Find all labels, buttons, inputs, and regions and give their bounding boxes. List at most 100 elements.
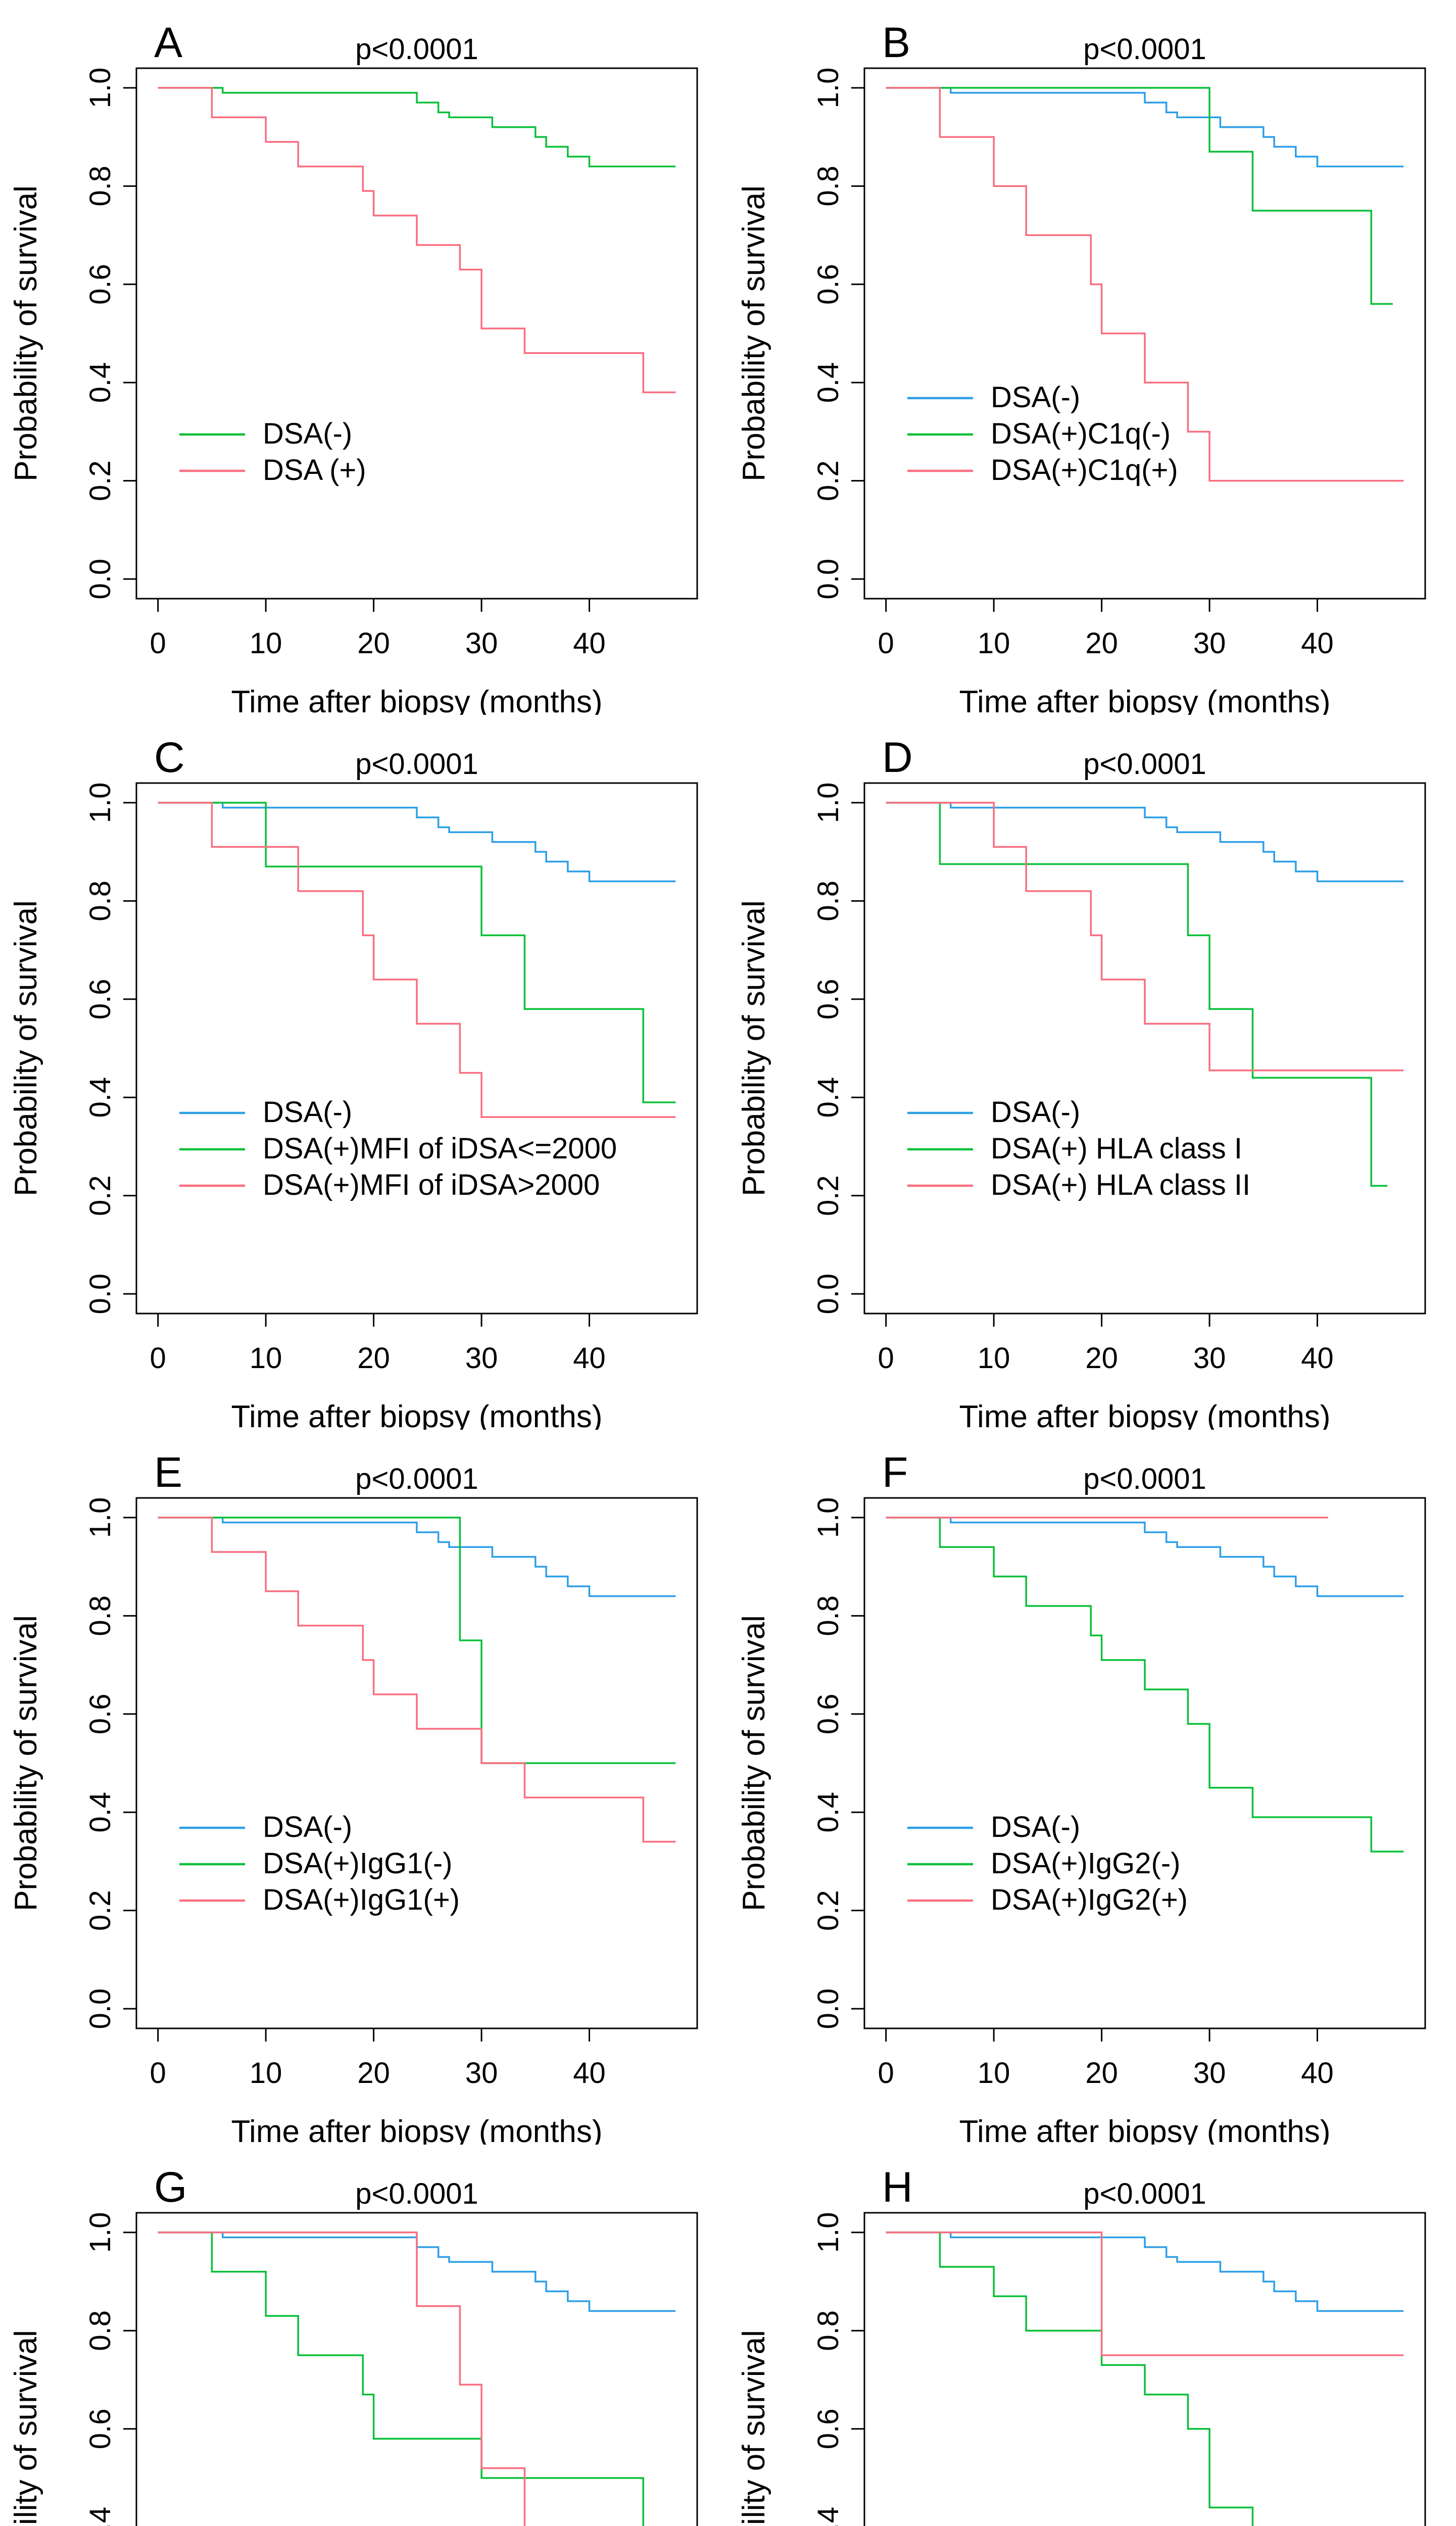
km-curve-dsa(+)igg4(+)	[886, 2231, 1404, 2356]
km-curve-dsa(+)igg2(-)	[886, 1517, 1404, 1853]
y-tick-label: 0.6	[84, 979, 117, 1019]
km-curve-dsa(+)mfi-of-idsa-2000	[158, 802, 676, 1103]
chart-title: p<0.0001	[1083, 33, 1206, 66]
y-tick-label: 0.0	[812, 1274, 845, 1315]
chart-title: p<0.0001	[355, 2177, 478, 2210]
km-curve-dsa(-)	[886, 1517, 1404, 1597]
y-axis-label: Probability of survival	[9, 1615, 43, 1911]
y-tick-label: 0.6	[812, 1693, 845, 1734]
x-tick-label: 30	[1193, 2057, 1226, 2090]
km-curve-dsa(+)c1q(+)	[886, 87, 1404, 482]
y-axis-label: Probability of survival	[9, 2330, 43, 2526]
y-tick-label: 0.6	[84, 2408, 117, 2449]
panel-letter: A	[154, 19, 182, 66]
y-tick-label: 0.8	[84, 881, 117, 921]
legend-label: DSA(-)	[263, 1811, 352, 1843]
y-tick-label: 0.4	[84, 1077, 117, 1118]
km-curve-dsa(-)	[886, 87, 1404, 168]
legend-label: DSA(+)MFI of iDSA>2000	[263, 1169, 600, 1201]
y-axis-label: Probability of survival	[9, 185, 43, 481]
y-tick-label: 0.2	[812, 1175, 845, 1216]
y-tick-label: 0.6	[84, 1693, 117, 1734]
y-tick-label: 0.8	[812, 1595, 845, 1636]
x-tick-label: 20	[357, 627, 390, 660]
y-tick-label: 1.0	[812, 68, 845, 109]
panel-letter: F	[882, 1448, 908, 1496]
y-tick-label: 0.2	[84, 1175, 117, 1216]
chart-title: p<0.0001	[1083, 748, 1206, 781]
x-tick-label: 40	[1301, 627, 1334, 660]
y-tick-label: 0.0	[84, 1988, 117, 2029]
y-tick-label: 0.4	[812, 362, 845, 403]
y-tick-label: 0.6	[812, 264, 845, 305]
chart-title: p<0.0001	[355, 33, 478, 66]
x-tick-label: 0	[150, 2057, 166, 2090]
y-tick-label: 0.4	[84, 1792, 117, 1833]
y-tick-label: 0.8	[812, 2310, 845, 2351]
km-chart-G: Gp<0.00010102030400.00.20.40.60.81.0Prob…	[9, 2163, 698, 2526]
y-tick-label: 1.0	[84, 783, 117, 823]
km-curve-dsa(-)	[886, 2231, 1404, 2312]
km-curve-dsa(+)igg3(-)	[158, 2231, 645, 2526]
x-tick-label: 10	[978, 1342, 1010, 1375]
km-chart-H: Hp<0.00010102030400.00.20.40.60.81.0Prob…	[737, 2163, 1426, 2526]
y-tick-label: 0.6	[812, 979, 845, 1019]
km-curve-dsa(+)mfi-of-idsa-2000	[158, 802, 676, 1118]
legend-label: DSA(-)	[263, 1096, 352, 1129]
x-tick-label: 0	[878, 1342, 894, 1375]
y-tick-label: 0.4	[84, 362, 117, 403]
y-tick-label: 0.2	[84, 460, 117, 501]
chart-title: p<0.0001	[355, 1463, 478, 1495]
km-panel-G: Gp<0.00010102030400.00.20.40.60.81.0Prob…	[0, 2145, 728, 2526]
legend-label: DSA(-)	[263, 417, 352, 450]
x-tick-label: 0	[150, 1342, 166, 1375]
plot-box	[863, 1497, 1426, 2029]
x-tick-label: 30	[1193, 1342, 1226, 1375]
chart-title: p<0.0001	[1083, 1463, 1206, 1495]
legend-label: DSA(+) HLA class I	[991, 1132, 1242, 1165]
y-tick-label: 0.8	[84, 166, 117, 207]
y-tick-label: 0.4	[84, 2507, 117, 2526]
y-tick-label: 0.8	[812, 881, 845, 921]
x-tick-label: 20	[1085, 1342, 1118, 1375]
x-tick-label: 10	[250, 2057, 282, 2090]
x-tick-label: 20	[357, 1342, 390, 1375]
y-tick-label: 0.6	[84, 264, 117, 305]
x-axis-label: Time after biopsy (months)	[959, 685, 1330, 715]
x-axis-label: Time after biopsy (months)	[959, 1399, 1330, 1430]
y-tick-label: 1.0	[812, 1497, 845, 1538]
x-tick-label: 10	[250, 627, 282, 660]
panel-letter: B	[882, 19, 910, 66]
x-tick-label: 0	[150, 627, 166, 660]
y-tick-label: 0.4	[812, 1077, 845, 1118]
km-curve-dsa(-)	[158, 87, 676, 168]
y-tick-label: 0.4	[812, 1792, 845, 1833]
y-tick-label: 1.0	[84, 68, 117, 109]
panel-letter: C	[154, 734, 185, 781]
chart-title: p<0.0001	[1083, 2177, 1206, 2210]
plot-box	[135, 67, 698, 600]
x-tick-label: 40	[573, 1342, 606, 1375]
km-curve-dsa(+)igg3(+)	[158, 2231, 526, 2526]
x-tick-label: 20	[357, 2057, 390, 2090]
x-tick-label: 0	[878, 627, 894, 660]
plot-box	[863, 782, 1426, 1315]
x-axis-label: Time after biopsy (months)	[231, 685, 602, 715]
km-curve-dsa(-)	[158, 1517, 676, 1597]
legend-label: DSA(+)MFI of iDSA<=2000	[263, 1132, 617, 1165]
legend-label: DSA(-)	[991, 1811, 1080, 1843]
y-tick-label: 0.8	[84, 1595, 117, 1636]
y-axis-label: Probability of survival	[9, 900, 43, 1196]
legend-label: DSA(+) HLA class II	[991, 1169, 1250, 1201]
legend-label: DSA(+)C1q(-)	[991, 417, 1171, 450]
legend-label: DSA(+)IgG2(+)	[991, 1883, 1188, 1916]
